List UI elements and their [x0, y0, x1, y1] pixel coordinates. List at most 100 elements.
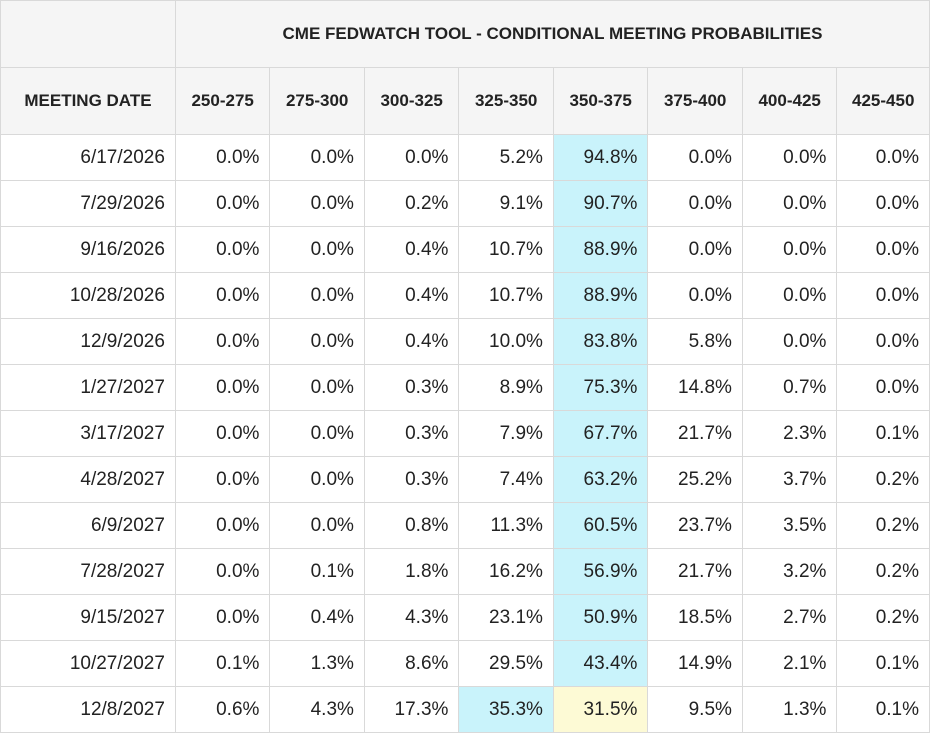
probability-cell: 8.6% — [363, 640, 460, 687]
probability-cell: 0.0% — [741, 318, 838, 365]
probability-cell: 0.0% — [174, 502, 271, 549]
meeting-date-cell: 6/9/2027 — [0, 502, 176, 549]
probability-cell: 83.8% — [552, 318, 649, 365]
table-row: 7/29/2026 0.0% 0.0% 0.2% 9.1% 90.7% 0.0% 0.0% 0.… — [0, 180, 930, 227]
table-row: 4/28/2027 0.0% 0.0% 0.3% 7.4% 63.2% 25.2% 3.7% 0… — [0, 456, 930, 503]
table-row: 10/28/2026 0.0% 0.0% 0.4% 10.7% 88.9% 0.0% 0.0%… — [0, 272, 930, 319]
corner-cell — [0, 0, 176, 68]
probability-cell: 10.7% — [458, 226, 554, 273]
probability-cell: 0.0% — [836, 226, 930, 273]
meeting-date-cell: 12/9/2026 — [0, 318, 176, 365]
probability-cell: 25.2% — [647, 456, 743, 503]
probability-cell: 0.0% — [174, 180, 271, 227]
probability-cell: 21.7% — [647, 410, 743, 457]
probability-cell: 0.4% — [363, 226, 460, 273]
probability-cell: 0.0% — [174, 456, 271, 503]
probability-cell: 0.0% — [363, 134, 460, 181]
probability-cell: 0.0% — [269, 318, 365, 365]
probability-cell: 0.0% — [269, 226, 365, 273]
probability-cell: 43.4% — [552, 640, 649, 687]
probability-cell: 0.0% — [174, 364, 271, 411]
probability-cell: 1.3% — [741, 686, 838, 733]
probability-cell: 1.3% — [269, 640, 365, 687]
probability-cell: 31.5% — [552, 686, 649, 733]
probability-cell: 0.4% — [269, 594, 365, 641]
probability-cell: 8.9% — [458, 364, 554, 411]
column-header: 400-425 — [741, 67, 838, 135]
meeting-date-cell: 6/17/2026 — [0, 134, 176, 181]
probability-cell: 0.0% — [174, 134, 271, 181]
probability-cell: 0.0% — [174, 318, 271, 365]
probability-cell: 21.7% — [647, 548, 743, 595]
probability-cell: 0.0% — [269, 410, 365, 457]
probability-cell: 0.1% — [836, 686, 930, 733]
column-header-row: MEETING DATE 250-275 275-300 300-325 325-35… — [0, 67, 930, 135]
probability-cell: 0.3% — [363, 410, 460, 457]
probability-cell: 0.0% — [269, 456, 365, 503]
column-header: 300-325 — [363, 67, 460, 135]
table-row: 9/16/2026 0.0% 0.0% 0.4% 10.7% 88.9% 0.0% 0.0% 0… — [0, 226, 930, 273]
table-row: 9/15/2027 0.0% 0.4% 4.3% 23.1% 50.9% 18.5% 2.7%… — [0, 594, 930, 641]
probability-cell: 0.0% — [741, 134, 838, 181]
probability-cell: 16.2% — [458, 548, 554, 595]
probability-cell: 94.8% — [552, 134, 649, 181]
probability-cell: 88.9% — [552, 226, 649, 273]
probability-cell: 0.0% — [174, 548, 271, 595]
table-body: 6/17/2026 0.0% 0.0% 0.0% 5.2% 94.8% 0.0% 0.0% 0.… — [0, 134, 930, 733]
meeting-date-cell: 4/28/2027 — [0, 456, 176, 503]
meeting-date-cell: 9/16/2026 — [0, 226, 176, 273]
probability-cell: 4.3% — [269, 686, 365, 733]
column-header: 375-400 — [647, 67, 743, 135]
probability-cell: 0.0% — [269, 364, 365, 411]
probability-cell: 67.7% — [552, 410, 649, 457]
probability-cell: 3.5% — [741, 502, 838, 549]
title-row: CME FEDWATCH TOOL - CONDITIONAL MEETING … — [0, 0, 930, 68]
probability-cell: 1.8% — [363, 548, 460, 595]
probability-cell: 10.0% — [458, 318, 554, 365]
probability-cell: 0.3% — [363, 456, 460, 503]
probability-cell: 0.1% — [269, 548, 365, 595]
probability-cell: 0.0% — [836, 364, 930, 411]
probability-cell: 0.1% — [836, 640, 930, 687]
probability-cell: 0.0% — [741, 180, 838, 227]
meeting-date-cell: 12/8/2027 — [0, 686, 176, 733]
probability-cell: 0.0% — [174, 226, 271, 273]
probability-cell: 0.0% — [269, 502, 365, 549]
probability-cell: 23.1% — [458, 594, 554, 641]
meeting-date-cell: 1/27/2027 — [0, 364, 176, 411]
probability-cell: 0.2% — [836, 548, 930, 595]
probability-cell: 63.2% — [552, 456, 649, 503]
probability-cell: 0.0% — [269, 180, 365, 227]
probability-cell: 7.4% — [458, 456, 554, 503]
probability-cell: 0.0% — [647, 272, 743, 319]
probability-cell: 23.7% — [647, 502, 743, 549]
probability-cell: 0.4% — [363, 318, 460, 365]
meeting-date-cell: 7/29/2026 — [0, 180, 176, 227]
probability-cell: 0.3% — [363, 364, 460, 411]
meeting-date-header: MEETING DATE — [0, 67, 176, 135]
probability-cell: 5.2% — [458, 134, 554, 181]
probability-cell: 29.5% — [458, 640, 554, 687]
probability-cell: 75.3% — [552, 364, 649, 411]
probability-cell: 0.0% — [269, 134, 365, 181]
probability-cell: 0.0% — [741, 226, 838, 273]
column-header: 275-300 — [269, 67, 365, 135]
meeting-date-cell: 10/28/2026 — [0, 272, 176, 319]
column-header: 325-350 — [458, 67, 554, 135]
probability-cell: 0.0% — [647, 180, 743, 227]
probability-cell: 50.9% — [552, 594, 649, 641]
probability-cell: 0.0% — [836, 134, 930, 181]
meeting-date-cell: 3/17/2027 — [0, 410, 176, 457]
probability-cell: 0.0% — [174, 410, 271, 457]
probability-cell: 0.6% — [174, 686, 271, 733]
probability-cell: 0.0% — [174, 594, 271, 641]
meeting-date-cell: 9/15/2027 — [0, 594, 176, 641]
probability-cell: 11.3% — [458, 502, 554, 549]
probability-cell: 18.5% — [647, 594, 743, 641]
probability-cell: 88.9% — [552, 272, 649, 319]
probability-cell: 0.0% — [836, 180, 930, 227]
probability-cell: 14.8% — [647, 364, 743, 411]
probability-cell: 10.7% — [458, 272, 554, 319]
probability-cell: 3.7% — [741, 456, 838, 503]
